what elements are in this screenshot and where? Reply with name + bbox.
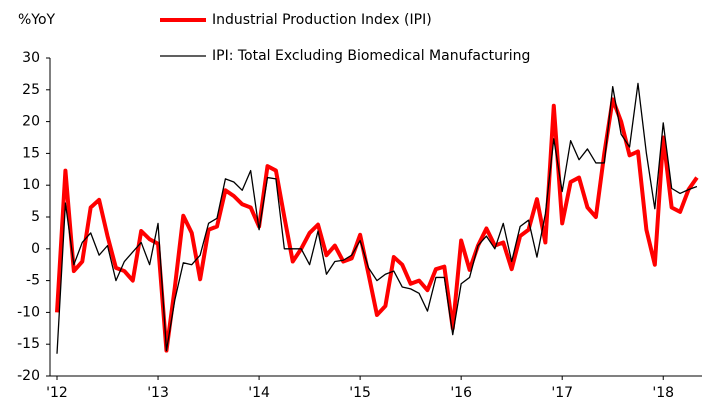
y-tick-label: 0 — [31, 241, 40, 257]
y-axis-label: %YoY — [18, 12, 56, 28]
y-tick-label: 30 — [22, 50, 40, 66]
y-tick-label: 10 — [22, 177, 40, 193]
x-tick-label: '16 — [450, 385, 472, 401]
x-tick-label: '14 — [248, 385, 270, 401]
y-tick-label: 20 — [22, 114, 40, 130]
y-tick-label: 25 — [22, 82, 40, 98]
y-tick-label: 15 — [22, 145, 40, 161]
legend-label: IPI: Total Excluding Biomedical Manufact… — [212, 48, 530, 64]
x-tick-label: '17 — [551, 385, 573, 401]
y-tick-label: 5 — [31, 209, 40, 225]
series-line — [56, 82, 698, 354]
series-line — [55, 97, 699, 353]
y-tick-label: -10 — [17, 304, 40, 320]
y-tick-label: -20 — [17, 368, 40, 384]
legend-label: Industrial Production Index (IPI) — [212, 12, 432, 28]
x-tick-label: '15 — [349, 385, 371, 401]
y-tick-label: -15 — [17, 336, 40, 352]
x-tick-label: '18 — [652, 385, 674, 401]
y-tick-label: -5 — [26, 273, 40, 289]
x-tick-label: '13 — [147, 385, 169, 401]
x-tick-label: '12 — [46, 385, 68, 401]
